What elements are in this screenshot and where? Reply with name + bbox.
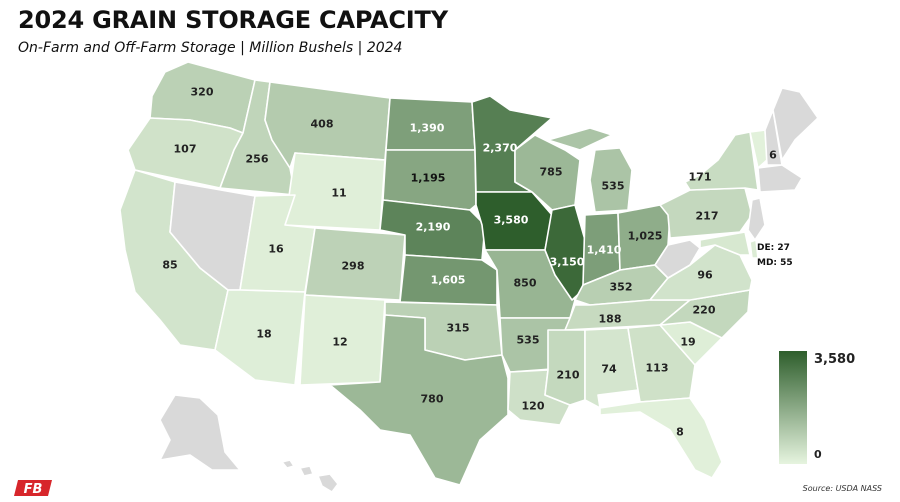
state-label-la: 120: [522, 400, 545, 413]
state-label-il: 3,150: [550, 256, 585, 269]
state-ks[interactable]: [399, 254, 498, 306]
source-note: Source: USDA NASS: [802, 484, 882, 493]
state-label-mo: 850: [514, 277, 537, 290]
state-de[interactable]: [749, 239, 759, 259]
state-label-or: 107: [174, 143, 197, 156]
state-me[interactable]: [772, 87, 819, 161]
state-label-ky: 352: [610, 281, 633, 294]
state-label-va: 96: [697, 269, 713, 282]
page-title: 2024 GRAIN STORAGE CAPACITY: [18, 6, 448, 34]
state-label-ut: 16: [268, 243, 284, 256]
legend-gradient-bar: [779, 351, 807, 464]
state-mi[interactable]: [547, 127, 633, 213]
state-label-az: 18: [256, 328, 271, 341]
state-ak[interactable]: [159, 394, 241, 471]
de-callout: DE: 27: [757, 243, 790, 253]
state-label-id: 256: [246, 153, 269, 166]
state-label-mi: 535: [602, 180, 625, 193]
state-fl[interactable]: [599, 397, 723, 479]
state-label-ks: 1,605: [431, 274, 466, 287]
state-label-ok: 315: [447, 322, 470, 335]
state-label-pa: 217: [696, 210, 719, 223]
state-label-oh: 1,025: [628, 230, 663, 243]
state-tx[interactable]: [329, 314, 509, 486]
state-label-ms: 210: [557, 369, 580, 382]
state-label-nd: 1,390: [410, 122, 445, 135]
state-md[interactable]: [699, 231, 751, 256]
state-label-sc: 19: [680, 336, 695, 349]
state-label-vt: 6: [769, 149, 777, 162]
state-label-ne: 2,190: [416, 221, 451, 234]
state-label-ia: 3,580: [494, 214, 529, 227]
state-label-mt: 408: [311, 118, 334, 131]
state-label-tx: 780: [421, 393, 444, 406]
state-label-fl: 8: [676, 426, 684, 439]
page-subtitle: On-Farm and Off-Farm Storage | Million B…: [18, 40, 403, 56]
state-label-nc: 220: [693, 304, 716, 317]
state-ms[interactable]: [544, 329, 586, 406]
state-label-ar: 535: [517, 334, 540, 347]
state-label-wy: 11: [331, 187, 346, 200]
state-label-ga: 113: [646, 362, 669, 375]
state-label-nm: 12: [332, 336, 347, 349]
state-label-wa: 320: [191, 86, 214, 99]
state-hi[interactable]: [281, 459, 339, 493]
state-label-sd: 1,195: [411, 172, 446, 185]
state-label-co: 298: [342, 260, 365, 273]
state-label-al: 74: [601, 363, 617, 376]
state-southern-new-england[interactable]: [757, 164, 803, 193]
state-sd[interactable]: [382, 149, 477, 211]
state-label-tn: 188: [599, 313, 622, 326]
svg-text:FB: FB: [24, 482, 43, 497]
fb-logo-icon: FB: [14, 480, 52, 497]
state-label-in: 1,410: [587, 244, 622, 257]
md-callout: MD: 55: [757, 258, 793, 268]
state-va[interactable]: [649, 244, 753, 301]
state-label-wi: 785: [540, 166, 563, 179]
state-nj[interactable]: [747, 197, 766, 241]
state-label-ca: 85: [162, 259, 177, 272]
state-label-ny: 171: [689, 171, 712, 184]
legend-min-label: 0: [814, 448, 822, 461]
state-label-mn: 2,370: [483, 142, 518, 155]
legend-max-label: 3,580: [814, 352, 856, 367]
